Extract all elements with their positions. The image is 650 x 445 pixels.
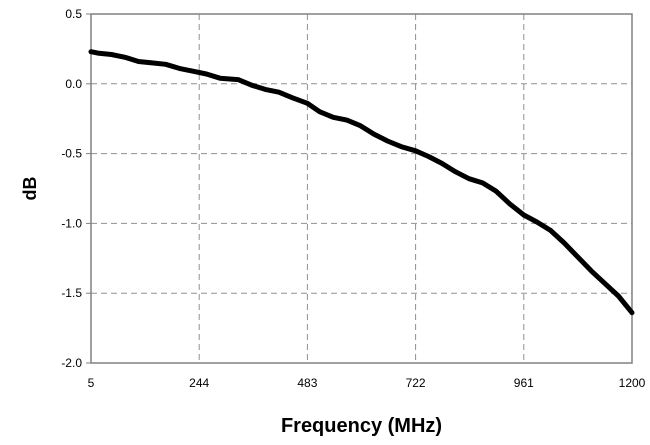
series-layer — [88, 49, 635, 316]
y-tick-label: 0.5 — [65, 7, 82, 21]
x-tick-label: 722 — [406, 376, 426, 390]
x-axis-title: Frequency (MHz) — [281, 415, 442, 437]
x-tick-label: 483 — [297, 376, 317, 390]
y-tick-labels: 0.5 0.0 -0.5 -1.0 -1.5 -2.0 — [61, 7, 91, 370]
x-tick-label: 5 — [88, 376, 95, 390]
y-tick-label: -0.5 — [61, 147, 82, 161]
y-tick-label: -1.5 — [61, 286, 82, 300]
plot-area-border — [90, 13, 633, 364]
x-tick-label: 244 — [189, 376, 209, 390]
x-tick-label: 961 — [514, 376, 534, 390]
series-line — [88, 49, 635, 316]
x-tick-labels: 5 244 483 722 961 1200 — [88, 376, 646, 390]
y-axis-title: dB — [20, 177, 40, 201]
x-tick-label: 1200 — [619, 376, 646, 390]
y-tick-label: -1.0 — [61, 216, 82, 230]
y-tick-label: 0.0 — [65, 77, 82, 91]
y-tick-label: -2.0 — [61, 356, 82, 370]
